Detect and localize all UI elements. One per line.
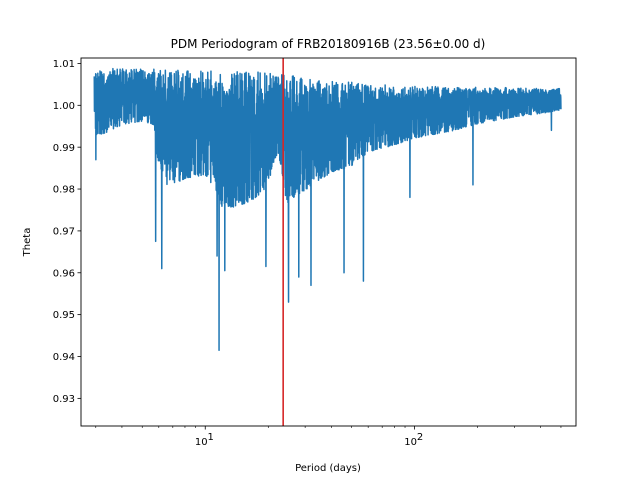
periodogram-series-line <box>93 67 562 351</box>
x-tick-label: 10 <box>195 437 208 448</box>
y-axis-label: Theta <box>22 228 33 258</box>
series-line-group <box>93 67 562 351</box>
y-tick-label: 1.00 <box>53 101 75 112</box>
y-tick-label: 0.94 <box>53 352 75 363</box>
chart-title: PDM Periodogram of FRB20180916B (23.56±0… <box>171 37 486 51</box>
y-axis: 0.93 0.94 0.95 0.96 0.97 0.98 0.99 1.00 1.01 <box>53 59 81 405</box>
plot-frame <box>80 57 577 427</box>
x-axis-label: Period (days) <box>295 463 361 474</box>
y-tick-label: 0.95 <box>53 310 75 321</box>
plot-area <box>80 57 577 427</box>
y-tick-label: 0.93 <box>53 394 75 405</box>
x-tick-label-exponent: 1 <box>208 432 214 443</box>
y-tick-label: 0.97 <box>53 227 75 238</box>
x-tick-label: 10 <box>404 437 417 448</box>
x-tick-label-exponent: 2 <box>417 432 423 443</box>
y-tick-label: 0.98 <box>53 185 75 196</box>
y-tick-label: 1.01 <box>53 59 75 70</box>
x-axis: 10 1 10 2 <box>95 426 562 448</box>
y-tick-label: 0.96 <box>53 268 75 279</box>
y-tick-label: 0.99 <box>53 143 75 154</box>
